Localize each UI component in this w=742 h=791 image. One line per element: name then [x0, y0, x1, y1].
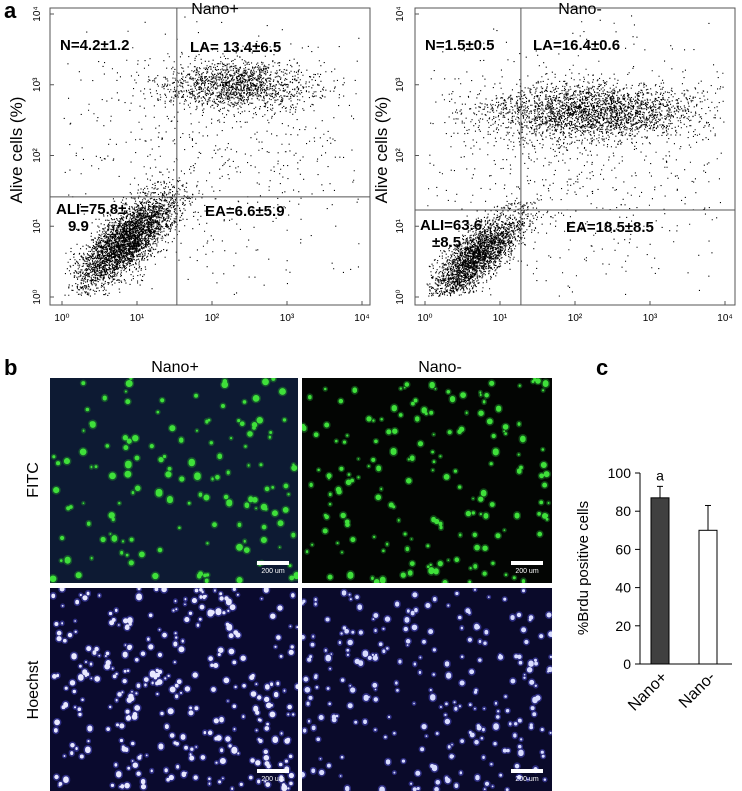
y-tick-label: 0: [623, 656, 631, 672]
event-dots: [63, 16, 360, 297]
y-tick-label: 10³: [395, 77, 406, 92]
y-tick-label: 10⁴: [395, 6, 406, 21]
quadrant-label: EA=18.5±8.5: [566, 219, 654, 236]
x-tick-label: 10¹: [130, 313, 145, 324]
y-tick-label: 20: [615, 618, 631, 634]
scale-bar: [511, 561, 543, 565]
quadrant-label: ±8.5: [432, 234, 461, 251]
y-tick-label: 10¹: [32, 218, 43, 233]
y-axis-label: Alive cells (%): [7, 97, 26, 204]
significance-label: a: [656, 467, 664, 483]
row-label: FITC: [25, 462, 42, 498]
y-tick-label: 100: [608, 465, 632, 481]
y-axis-label: %Brdu positive cells: [575, 501, 592, 635]
panel-label: a: [4, 0, 17, 23]
x-tick-label: Nano-: [676, 669, 719, 712]
quadrant-label: N=1.5±0.5: [425, 37, 495, 54]
plot-title: Nano-: [558, 1, 602, 18]
y-tick-label: 10³: [32, 77, 43, 92]
scale-bar: [511, 769, 543, 773]
cells: [302, 588, 552, 791]
row-label: Hoechst: [25, 660, 42, 719]
panel-label: c: [596, 355, 608, 380]
y-axis-label: Alive cells (%): [372, 97, 391, 204]
quadrant-label: ALI=75.8±: [56, 201, 126, 218]
y-tick-label: 60: [615, 541, 631, 557]
y-tick-label: 10⁰: [395, 289, 406, 304]
micrograph: [50, 378, 298, 583]
y-tick-label: 10²: [395, 148, 406, 163]
column-label: Nano-: [418, 359, 462, 376]
quadrant-label: N=4.2±1.2: [60, 37, 130, 54]
scale-bar-label: 200 um: [261, 568, 285, 575]
y-tick-label: 10⁰: [32, 289, 43, 304]
y-tick-label: 80: [615, 503, 631, 519]
plot-frame: [49, 7, 371, 306]
bar: [698, 529, 718, 665]
panel-label: b: [4, 355, 17, 380]
x-tick-label: 10⁴: [354, 313, 369, 324]
x-tick-label: 10²: [205, 313, 220, 324]
event-dots: [426, 15, 725, 297]
y-tick-label: 10²: [32, 148, 43, 163]
cells: [51, 588, 298, 791]
quadrant-label: 9.9: [68, 218, 89, 235]
quadrant-label: LA=16.4±0.6: [533, 37, 620, 54]
x-tick-label: 10⁰: [417, 313, 432, 324]
column-label: Nano+: [151, 359, 199, 376]
plot-title: Nano+: [191, 1, 239, 18]
y-tick-label: 10⁴: [32, 6, 43, 21]
scale-bar-label: 200 um: [515, 776, 539, 783]
x-tick-label: 10⁴: [717, 313, 732, 324]
y-tick-label: 10¹: [395, 218, 406, 233]
x-tick-label: 10³: [280, 313, 295, 324]
x-tick-label: 10⁰: [54, 313, 69, 324]
cells: [302, 378, 550, 583]
scale-bar: [257, 561, 289, 565]
y-tick-label: 40: [615, 580, 631, 596]
scale-bar-label: 200 um: [261, 776, 285, 783]
quadrant-label: ALI=63.6: [420, 217, 482, 234]
x-tick-label: Nano+: [625, 669, 671, 715]
quadrant-label: LA= 13.4±6.5: [190, 39, 281, 56]
x-tick-label: 10³: [643, 313, 658, 324]
x-tick-label: 10²: [568, 313, 583, 324]
scale-bar-label: 200 um: [515, 568, 539, 575]
scale-bar: [257, 769, 289, 773]
quadrant-label: EA=6.6±5.9: [205, 203, 285, 220]
bar: [650, 497, 670, 665]
x-tick-label: 10¹: [493, 313, 508, 324]
